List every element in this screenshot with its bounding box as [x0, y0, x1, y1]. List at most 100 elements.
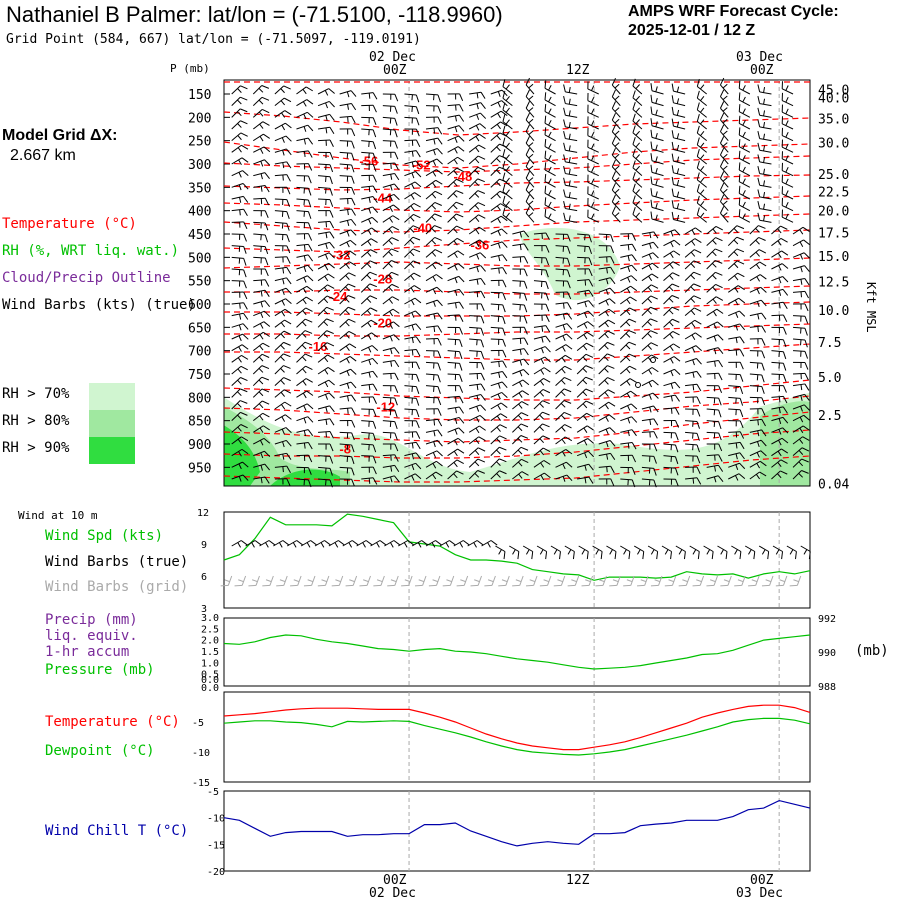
wind-barb-242-flag2: [801, 279, 802, 285]
wind-barb-815-flag: [352, 408, 356, 415]
precip-ytick-6: 2.5: [201, 624, 219, 635]
wind-barb-262-flag: [651, 296, 658, 299]
wind10m-grid-barb-302-flag2: [682, 580, 687, 582]
wind-barb-142-flag: [393, 205, 399, 210]
wind-barb-147-flag2: [497, 206, 500, 211]
wind-barb-113-flag: [352, 188, 355, 195]
wind-barb-585-flag2: [615, 189, 619, 193]
wind-barb-542-flag: [287, 175, 291, 182]
wind-barb-679-flag: [327, 285, 334, 289]
wind-barb-78: [739, 135, 750, 141]
wind-barb-229: [512, 281, 524, 282]
wind-barb-413-flag2: [412, 443, 413, 449]
wind-barb-742-flag: [524, 338, 528, 345]
wind-barb-37-flag: [459, 115, 463, 121]
wind-barb-2-flag2: [281, 89, 285, 93]
wind-barb-224-flag: [414, 273, 421, 277]
wind-barb-261-flag: [630, 297, 637, 301]
wind-barb-586-flag2: [636, 190, 640, 194]
wind-barb-279-flag2: [434, 326, 435, 332]
wind10m-grid-barb-347: [756, 576, 759, 585]
wind-barb-592-flag: [758, 189, 760, 196]
wind-barb-768: [491, 361, 503, 362]
wind-barb-734: [340, 331, 349, 339]
wind10m-barb-365-flag: [795, 552, 796, 560]
wind-barb-855-flag2: [628, 431, 629, 436]
wind-barb-912-flag2: [693, 478, 694, 484]
wind-barb-307-flag: [460, 352, 462, 359]
wind-barb-314-flag: [607, 342, 614, 345]
wind-barb-541: [253, 173, 265, 176]
wind-barb-349: [771, 374, 783, 375]
wind-barb-73-flag: [633, 125, 635, 132]
wind-barb-475-flag: [564, 96, 566, 103]
wind-barb-124-flag2: [569, 180, 570, 186]
wind-barb-29-flag: [285, 111, 291, 115]
pressure-tick-800: 800: [188, 391, 211, 406]
wind-barb-259: [577, 301, 589, 304]
wind-barb-490-flag: [330, 127, 334, 133]
wind-barb-823: [512, 402, 521, 409]
wind10m-barb-32-flag: [283, 541, 289, 546]
wind-barb-348: [750, 374, 762, 375]
wind-barb-497-flag: [480, 124, 486, 129]
wind-barb-503-flag2: [591, 121, 593, 126]
wind-barb-189-flag: [244, 258, 246, 265]
wind-barb-103-flag2: [700, 155, 704, 159]
kft-tick-5.0: 5.0: [818, 371, 841, 386]
wind-barb-68-flag2: [529, 131, 533, 135]
wind-barb-242-flag: [805, 279, 809, 285]
wind-barb-736: [383, 335, 394, 339]
wind-barb-400: [707, 421, 719, 422]
wind-barb-752: [728, 337, 740, 339]
wind-barb-810-flag: [240, 401, 247, 404]
wind-barb-487-flag2: [260, 124, 263, 128]
wind-barb-485-flag2: [786, 97, 788, 102]
wind-barb-115: [383, 184, 395, 187]
wind-barb-361-flag: [460, 396, 464, 403]
wind-barb-792-flag: [438, 387, 440, 394]
wind-barb-442: [448, 460, 457, 467]
wind-barb-96-flag: [545, 151, 546, 159]
wind-barb-163-flag: [265, 235, 267, 242]
wind-barb-160-flag2: [764, 204, 765, 210]
wind-barb-532-flag: [633, 137, 635, 144]
wind-barb-596: [275, 222, 287, 223]
wind10m-grid-barb-32: [270, 576, 273, 585]
pressure-tick-450: 450: [188, 228, 211, 243]
wind-barb-65-flag2: [476, 136, 479, 141]
wind-barb-416-flag: [479, 437, 486, 441]
wind-barb-354-flag: [307, 391, 313, 395]
wind-barb-725: [728, 311, 739, 316]
wind-barb-530: [588, 147, 599, 152]
pressure-tick-750: 750: [188, 368, 211, 383]
wind-barb-382: [318, 419, 330, 421]
wind-barb-11-flag: [481, 92, 485, 98]
wind-barb-48-flag: [672, 107, 673, 115]
wind-barb-572-flag: [352, 198, 355, 205]
wind-barb-264-flag2: [691, 299, 695, 303]
wind-barb-598-flag: [330, 221, 334, 228]
wind-barb-568: [253, 198, 265, 199]
wind-barb-760: [318, 355, 327, 362]
wind-barb-340-flag: [586, 366, 593, 369]
wind10m-barb-320-flag2: [721, 550, 724, 555]
wind-barb-477-flag: [612, 90, 615, 97]
wind-barb-854-flag: [610, 428, 616, 433]
wind-barb-336: [491, 372, 503, 374]
wind-barb-82-flag: [265, 160, 270, 165]
wind-barb-787-flag: [329, 380, 335, 385]
wind10m-barb-32-flag2: [279, 543, 282, 548]
wind-barb-246-flag: [306, 297, 313, 301]
wind-barb-527-flag: [526, 136, 529, 143]
wind10m-barb-302-flag2: [693, 550, 696, 555]
wind-barb-273-flag2: [302, 322, 306, 326]
wind-barb-762: [361, 358, 372, 362]
wind-barb-723-flag2: [691, 310, 695, 314]
wind-barb-685-flag2: [455, 290, 456, 295]
wind-barb-502-flag: [564, 119, 566, 126]
wind-barb-309-flag: [503, 350, 506, 357]
wind-barb-324-flag2: [238, 369, 242, 373]
wind-barb-156-flag: [672, 200, 673, 208]
wind-barb-71: [588, 136, 599, 141]
